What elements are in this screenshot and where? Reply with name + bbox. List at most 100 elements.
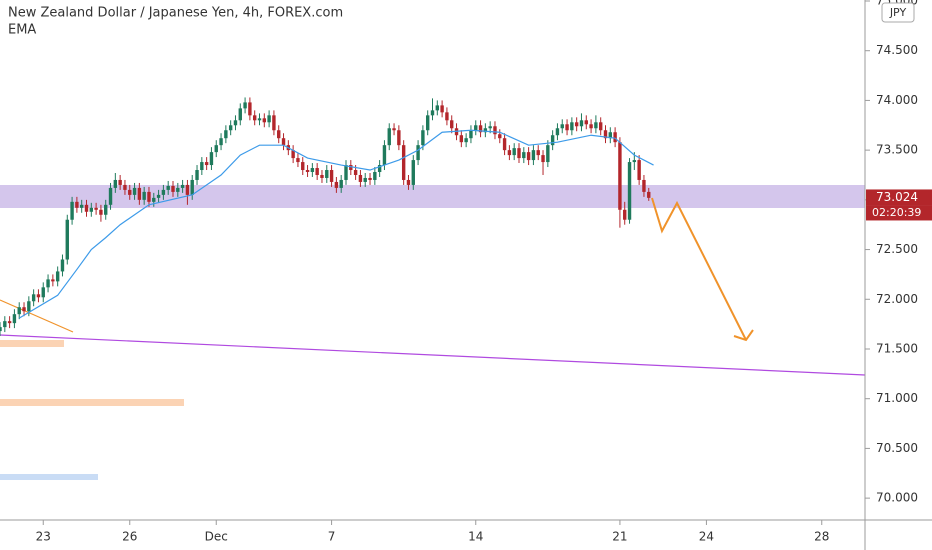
candle-body [647, 191, 651, 198]
candle-body [301, 162, 305, 171]
candle-body [257, 118, 262, 121]
candle-body [608, 132, 613, 139]
candle-body [584, 120, 588, 125]
candle-body [200, 162, 204, 171]
candle-body [450, 120, 454, 129]
candle-body [406, 179, 411, 185]
candle-body [209, 152, 214, 166]
y-tick-label: 70.500 [876, 441, 918, 455]
candle-body [425, 115, 430, 131]
candle-body [421, 130, 425, 146]
currency-label: JPY [889, 6, 907, 19]
candle-body [459, 135, 464, 143]
candle-body [65, 219, 69, 260]
candle-body [7, 321, 12, 324]
candle-body [36, 294, 41, 298]
highlight-bar [0, 340, 64, 347]
y-tick-label: 74.500 [876, 43, 918, 57]
candle-body [272, 115, 276, 131]
candle-body [185, 184, 190, 195]
highlight-bar [0, 474, 98, 480]
candle-body [75, 201, 79, 208]
candle-body [632, 160, 637, 163]
candle-body [353, 170, 358, 175]
candle-body [382, 145, 387, 166]
candle-body [512, 148, 516, 156]
countdown-box [866, 205, 932, 221]
candle-body [3, 321, 7, 328]
candle-body [589, 124, 593, 129]
candle-body [435, 105, 440, 111]
candle-body [623, 209, 627, 220]
candle-body [0, 327, 2, 332]
y-tick-label: 71.500 [876, 341, 918, 355]
candle-body [642, 179, 646, 192]
candle-body [320, 174, 324, 178]
indicator-label: EMA [8, 23, 36, 38]
trend-line [0, 299, 74, 333]
candle-body [474, 125, 478, 131]
x-tick-label: 21 [612, 530, 627, 544]
candle-body [190, 179, 194, 195]
candle-body [594, 122, 598, 129]
candle-body [123, 184, 127, 190]
price-axis [865, 0, 932, 550]
candle-body [291, 150, 295, 159]
candle-body [325, 170, 329, 178]
candle-body [570, 122, 574, 131]
highlight-bar [0, 399, 184, 406]
candle-body [31, 294, 36, 302]
candle-body [541, 155, 545, 163]
candle-body [128, 189, 132, 195]
x-tick-label: 14 [468, 530, 483, 544]
candle-body [555, 128, 560, 136]
candle-body [603, 130, 608, 139]
candle-body [79, 204, 84, 208]
candle-body [12, 314, 17, 324]
candle-body [315, 168, 319, 175]
candle-body [565, 124, 569, 131]
candle-body [262, 118, 267, 123]
candle-body [531, 150, 536, 161]
candle-body [180, 184, 185, 188]
candle-body [483, 128, 488, 133]
time-axis [0, 520, 932, 550]
candle-body [401, 145, 406, 180]
candle-body [142, 191, 146, 200]
candle-body [228, 125, 233, 131]
candle-body [195, 170, 199, 180]
candle-body [27, 301, 31, 312]
candle-body [224, 130, 228, 139]
candle-body [387, 128, 391, 146]
candle-body [546, 145, 550, 163]
candle-body [574, 122, 579, 127]
candle-body [267, 115, 271, 123]
y-tick-label: 72.000 [876, 292, 918, 306]
candle-body [94, 207, 98, 210]
candle-body [22, 307, 26, 312]
x-tick-label: 7 [328, 530, 336, 544]
candle-body [204, 162, 209, 166]
candle-body [166, 185, 170, 190]
candle-body [507, 150, 512, 156]
candle-body [392, 128, 396, 131]
countdown-label: 02:20:39 [872, 206, 921, 219]
candle-body [464, 138, 468, 143]
candle-body [84, 204, 89, 212]
candle-body [498, 134, 502, 139]
candle-body [598, 122, 603, 131]
candle-body [99, 209, 103, 215]
candle-body [248, 102, 252, 116]
candle-body [526, 152, 531, 161]
candle-body [55, 271, 60, 282]
candle-body [108, 187, 113, 205]
candle-body [637, 160, 641, 180]
candle-body [488, 126, 492, 129]
candle-body [416, 145, 420, 161]
x-tick-label: 28 [814, 530, 829, 544]
candle-body [161, 189, 166, 195]
candle-body [358, 174, 363, 182]
candle-body [281, 138, 286, 146]
candle-body [214, 145, 218, 153]
candle-body [445, 112, 449, 121]
